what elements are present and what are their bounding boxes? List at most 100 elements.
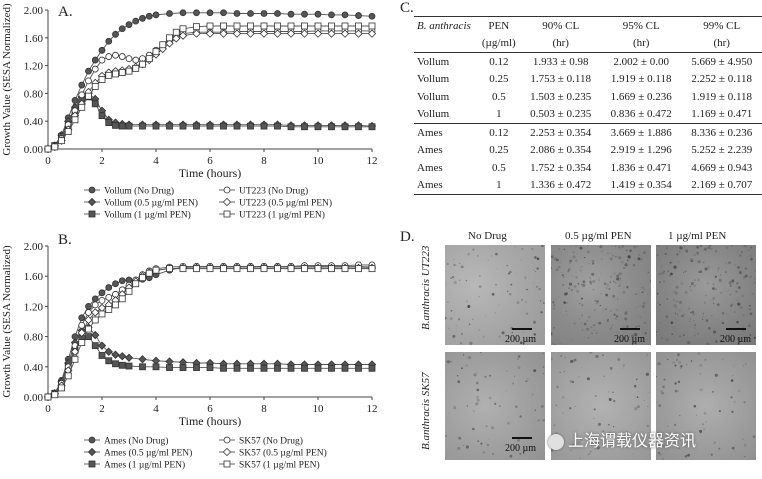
chart-a-series-vollum-1-g-ml-pen-point bbox=[260, 122, 268, 130]
micrograph-texture bbox=[656, 245, 756, 345]
scale-bar-2 bbox=[620, 328, 640, 330]
table-header-cell: 90% CL bbox=[520, 16, 601, 35]
table-cell: 1.669 ± 0.236 bbox=[610, 90, 672, 103]
chart-b-y-tick-label: 1.20 bbox=[24, 301, 44, 313]
chart-a-series-ut223-1-g-ml-pen-point bbox=[105, 71, 113, 79]
micrograph-col-label-1: 1 µg/ml PEN bbox=[668, 230, 727, 242]
chart-b-series-sk57-1-g-ml-pen-point bbox=[91, 316, 99, 324]
chart-a-series-ut223-0-5-g-ml-pen-point bbox=[300, 29, 309, 38]
chart-b-legend-ames-no-drug-marker bbox=[88, 436, 96, 444]
table-cell: Ames bbox=[417, 161, 443, 174]
chart-b-series-sk57-1-g-ml-pen-point bbox=[112, 301, 119, 309]
table-row: Ames 0.25 2.086 ± 0.354 2.919 ± 1.296 5.252 … bbox=[414, 142, 762, 160]
table-cell: 1.169 ± 0.471 bbox=[691, 108, 753, 121]
chart-b-series-sk57-1-g-ml-pen-point bbox=[118, 295, 126, 303]
chart-a-series-ut223-1-g-ml-pen-point bbox=[98, 76, 106, 83]
chart-a-series-vollum-1-g-ml-pen-point bbox=[301, 123, 308, 131]
chart-a-series-ut223-0-5-g-ml-pen-point bbox=[340, 29, 350, 38]
chart-a-series-ut223-0-5-g-ml-pen-point bbox=[192, 29, 201, 38]
micrograph-sk57-1 bbox=[656, 352, 756, 460]
chart-b-series-sk57-1-g-ml-pen-point bbox=[193, 265, 200, 273]
table-cell: 0.5 bbox=[491, 161, 506, 174]
chart-a-series-vollum-1-g-ml-pen-point bbox=[355, 123, 362, 131]
chart-b-series-ames-1-g-ml-pen-point bbox=[166, 364, 173, 371]
chart-b-series-ames-0-5-g-ml-pen-point bbox=[97, 341, 107, 350]
table-cell: 3.669 ± 1.886 bbox=[600, 123, 682, 142]
chart-b-series-sk57-1-g-ml-pen-point bbox=[145, 269, 153, 277]
chart-b-series-sk57-1-g-ml-pen-point bbox=[58, 384, 65, 392]
chart-b-series-sk57-no-drug-point bbox=[78, 321, 86, 329]
micrograph-row-label-ut223: B.anthracis UT223 bbox=[420, 245, 432, 330]
chart-a-series-ut223-0-5-g-ml-pen-point bbox=[354, 29, 363, 38]
chart-a-series-ut223-1-g-ml-pen-point bbox=[247, 22, 254, 30]
chart-a-series-ut223-0-5-g-ml-pen-point bbox=[327, 29, 336, 38]
chart-a-legend-vollum-1-g-ml-pen-marker bbox=[88, 210, 96, 218]
table-cell: 5.669 ± 4.950 bbox=[691, 55, 753, 68]
scale-label-4: 200 µm bbox=[505, 443, 537, 454]
micrograph-texture bbox=[656, 352, 756, 460]
chart-b-legend-ames-1-g-ml-pen-marker bbox=[88, 460, 96, 468]
cl-table: B. anthracis PEN 90% CL 95% CL 99% CL (µg/ml)… bbox=[414, 16, 762, 195]
chart-b-series-ames-0-5-g-ml-pen-point bbox=[111, 350, 120, 359]
chart-b-series-ames-1-g-ml-pen-point bbox=[152, 363, 160, 371]
chart-b-x-tick-label: 0 bbox=[45, 403, 51, 415]
scale-label-3: 200 µm bbox=[720, 334, 752, 345]
chart-a-legend-svg: Vollum (No Drug)Vollum (0.5 µg/ml PEN)Vo… bbox=[84, 186, 332, 221]
chart-a-series-ut223-1-g-ml-pen-point bbox=[112, 70, 119, 78]
table-header-cell: B. anthracis bbox=[414, 16, 478, 35]
chart-b-series-sk57-no-drug-point bbox=[98, 296, 106, 304]
chart-b-series-ames-1-g-ml-pen-point bbox=[206, 364, 214, 371]
chart-b-y-tick-label: 2.00 bbox=[24, 241, 44, 253]
chart-b-legend-ames-no-drug-label: Ames (No Drug) bbox=[104, 436, 168, 447]
chart-a-legend-vollum-no-drug-label: Vollum (No Drug) bbox=[104, 186, 174, 197]
chart-a-series-vollum-no-drug-point bbox=[260, 10, 268, 17]
chart-a-series-vollum-no-drug-point bbox=[132, 17, 140, 25]
chart-a-series-ut223-1-g-ml-pen-point bbox=[206, 22, 214, 30]
chart-a-x-tick-label: 8 bbox=[261, 155, 267, 167]
chart-a-series-vollum-no-drug-point bbox=[91, 56, 99, 64]
chart-a-series-vollum-1-g-ml-pen-point bbox=[125, 122, 133, 130]
table-cell: 2.253 ± 0.354 bbox=[520, 123, 601, 142]
micrograph-row-label-sk57: B.anthracis SK57 bbox=[420, 372, 432, 450]
chart-a-series-vollum-no-drug-point bbox=[206, 9, 214, 17]
chart-b-series-sk57-1-g-ml-pen-point bbox=[314, 265, 322, 273]
chart-a-series-ut223-no-drug-line bbox=[47, 30, 372, 150]
chart-b-y-tick-label: 0.40 bbox=[24, 362, 44, 374]
chart-b-series-sk57-0-5-g-ml-pen-point bbox=[70, 347, 80, 356]
chart-a-series-vollum-no-drug-point bbox=[328, 11, 335, 19]
chart-b-series-sk57-1-g-ml-pen-point bbox=[274, 265, 281, 273]
table-header-cell: 95% CL bbox=[600, 16, 682, 35]
chart-b-series-sk57-1-g-ml-pen-point bbox=[98, 310, 106, 318]
table-header-row: (µg/ml) (hr) (hr) (hr) bbox=[414, 34, 762, 53]
chart-b-series-sk57-0-5-g-ml-pen-point bbox=[84, 315, 93, 325]
panel-c-letter: C. bbox=[400, 0, 414, 16]
table-cell: 0.25 bbox=[489, 144, 509, 157]
chart-a-x-tick-label: 6 bbox=[207, 155, 213, 167]
table-row: Ames 1 1.336 ± 0.472 1.419 ± 0.354 2.169 ± 0… bbox=[414, 176, 762, 195]
micrograph-col-label-0-5: 0.5 µg/ml PEN bbox=[565, 230, 632, 242]
chart-b-series-ames-1-g-ml-pen-point bbox=[105, 357, 113, 365]
table-cell: 0.12 bbox=[477, 123, 521, 142]
chart-a-y-tick-label: 0.00 bbox=[24, 144, 44, 156]
table-cell: 2.002 ± 0.00 bbox=[613, 55, 669, 68]
chart-a-legend-ut223-no-drug-label: UT223 (No Drug) bbox=[239, 186, 308, 197]
table-row: Vollum 0.5 1.503 ± 0.235 1.669 ± 0.236 1.919… bbox=[414, 88, 762, 106]
legend-b: Ames (No Drug) Ames (0.5 µg/ml PEN) Ames (… bbox=[80, 434, 410, 474]
table-row: Vollum 0.12 1.933 ± 0.98 2.002 ± 0.00 5.669 … bbox=[414, 53, 762, 71]
chart-a-series-vollum-no-drug-point bbox=[125, 21, 133, 28]
chart-a-series-vollum-no-drug-point bbox=[368, 12, 376, 20]
table-cell: 2.252 ± 0.118 bbox=[691, 73, 753, 86]
scale-label-2: 200 µm bbox=[614, 334, 646, 345]
chart-b-series-ames-0-5-g-ml-pen-point bbox=[165, 357, 174, 366]
chart-b-series-sk57-1-g-ml-pen-point bbox=[287, 265, 295, 273]
chart-a-series-ut223-0-5-g-ml-pen-point bbox=[205, 29, 215, 38]
micrograph-ut223-0-5 bbox=[551, 245, 651, 345]
chart-b-series-sk57-no-drug-point bbox=[91, 301, 99, 309]
chart-b-series-sk57-1-g-ml-pen-point bbox=[125, 287, 133, 295]
table-cell: Ames bbox=[414, 123, 478, 142]
chart-b-series-sk57-1-g-ml-pen-point bbox=[220, 265, 227, 273]
table-cell: Ames bbox=[414, 176, 478, 195]
chart-a-series-vollum-1-g-ml-pen-point bbox=[98, 112, 106, 120]
chart-b-series-ames-1-g-ml-pen-point bbox=[233, 364, 241, 372]
chart-b-series-ames-0-5-g-ml-pen-point bbox=[138, 355, 147, 364]
